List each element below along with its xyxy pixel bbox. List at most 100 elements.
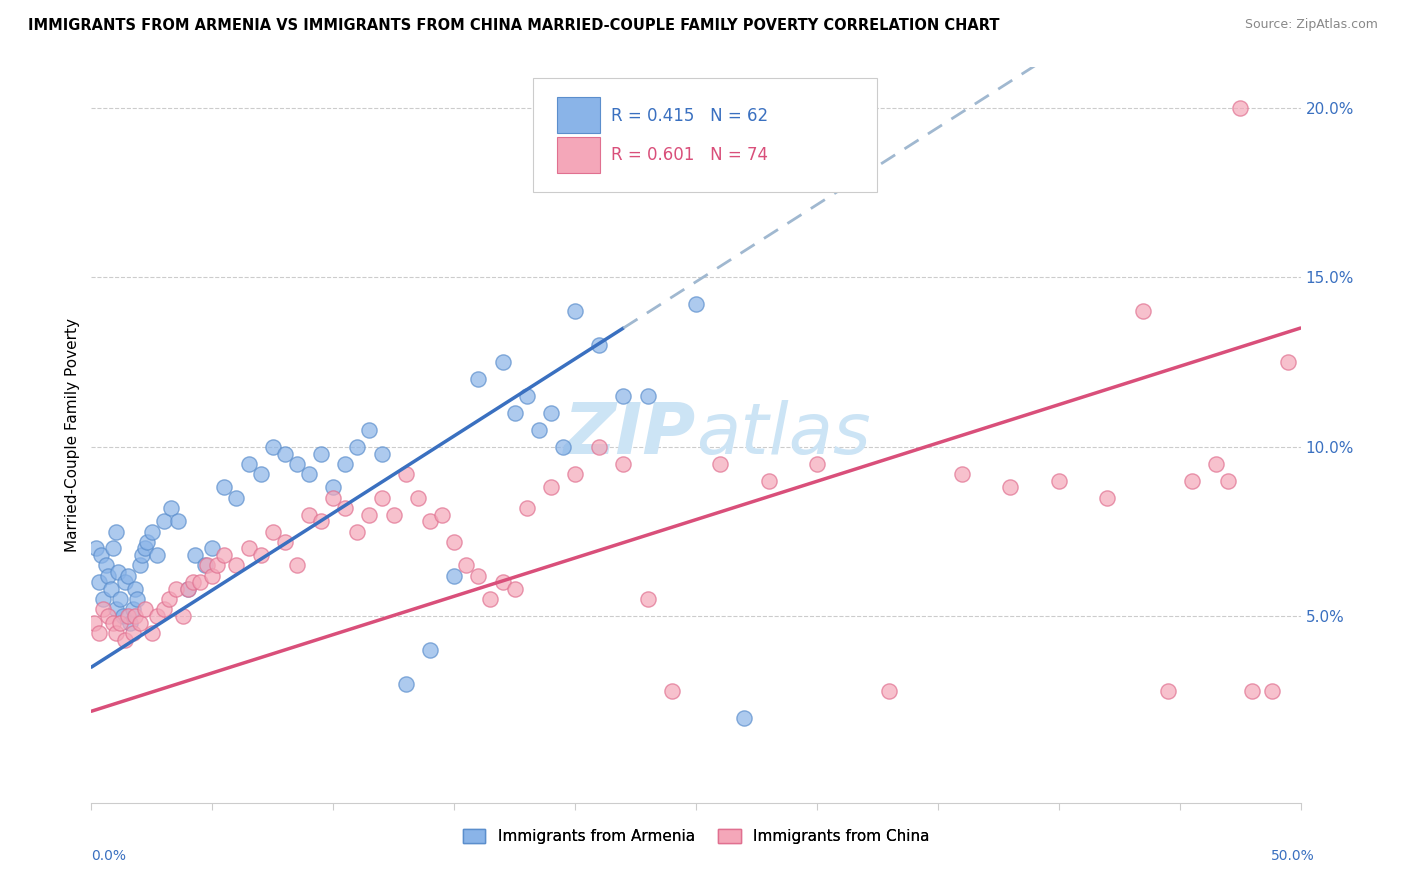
Point <box>346 440 368 454</box>
Point <box>128 558 150 573</box>
Point <box>97 568 120 582</box>
Point <box>516 500 538 515</box>
Y-axis label: Married-Couple Family Poverty: Married-Couple Family Poverty <box>65 318 80 552</box>
Point <box>188 575 211 590</box>
Point <box>205 558 228 573</box>
Point <box>298 508 321 522</box>
Point <box>758 474 780 488</box>
Point <box>346 524 368 539</box>
Point <box>503 406 526 420</box>
Point <box>1216 474 1239 488</box>
Point <box>709 457 731 471</box>
Point <box>274 534 297 549</box>
Point <box>661 684 683 698</box>
Point <box>84 541 107 556</box>
Point <box>467 568 489 582</box>
Point <box>430 508 453 522</box>
Point <box>1205 457 1227 471</box>
Point <box>370 491 392 505</box>
Point <box>419 643 441 657</box>
Point <box>491 575 513 590</box>
Point <box>134 541 156 556</box>
Point <box>1095 491 1118 505</box>
Point <box>114 633 136 648</box>
Point <box>612 457 634 471</box>
Point <box>134 602 156 616</box>
Point <box>160 500 183 515</box>
Text: ZIP: ZIP <box>564 401 696 469</box>
Point <box>104 602 127 616</box>
Point <box>1277 355 1299 369</box>
Point <box>588 338 610 352</box>
Point <box>879 684 901 698</box>
Text: Source: ZipAtlas.com: Source: ZipAtlas.com <box>1244 18 1378 31</box>
Point <box>101 616 124 631</box>
Point <box>184 548 207 562</box>
Legend: Immigrants from Armenia, Immigrants from China: Immigrants from Armenia, Immigrants from… <box>457 823 935 850</box>
Point <box>1229 101 1251 115</box>
Point <box>97 609 120 624</box>
Point <box>274 446 297 460</box>
Point <box>177 582 200 596</box>
Point <box>249 548 271 562</box>
Point <box>107 565 129 579</box>
Point <box>111 609 134 624</box>
Point <box>225 558 247 573</box>
Point <box>101 541 124 556</box>
Point <box>201 541 224 556</box>
Point <box>124 609 146 624</box>
Point <box>110 592 132 607</box>
Point <box>309 446 332 460</box>
FancyBboxPatch shape <box>533 78 877 192</box>
Point <box>395 677 418 691</box>
Point <box>181 575 204 590</box>
Point <box>214 480 236 494</box>
FancyBboxPatch shape <box>557 136 600 173</box>
Point <box>120 616 142 631</box>
Point <box>262 524 284 539</box>
FancyBboxPatch shape <box>557 97 600 133</box>
Point <box>94 558 117 573</box>
Point <box>172 609 194 624</box>
Point <box>467 372 489 386</box>
Point <box>153 602 176 616</box>
Text: R = 0.415   N = 62: R = 0.415 N = 62 <box>612 107 769 125</box>
Point <box>285 457 308 471</box>
Point <box>1181 474 1204 488</box>
Point <box>322 480 344 494</box>
Point <box>165 582 187 596</box>
Point <box>950 467 973 481</box>
Point <box>141 626 163 640</box>
Point <box>551 440 574 454</box>
Point <box>456 558 478 573</box>
Point <box>153 514 176 528</box>
Point <box>121 602 143 616</box>
Point <box>419 514 441 528</box>
Point <box>249 467 271 481</box>
Point <box>177 582 200 596</box>
Point <box>128 616 150 631</box>
Point <box>1241 684 1264 698</box>
Point <box>131 548 153 562</box>
Point <box>1047 474 1070 488</box>
Point <box>93 602 115 616</box>
Point <box>100 582 122 596</box>
Point <box>145 548 167 562</box>
Point <box>406 491 429 505</box>
Text: R = 0.601   N = 74: R = 0.601 N = 74 <box>612 146 768 164</box>
Point <box>564 304 586 318</box>
Point <box>516 389 538 403</box>
Point <box>359 508 381 522</box>
Text: IMMIGRANTS FROM ARMENIA VS IMMIGRANTS FROM CHINA MARRIED-COUPLE FAMILY POVERTY C: IMMIGRANTS FROM ARMENIA VS IMMIGRANTS FR… <box>28 18 1000 33</box>
Point <box>588 440 610 454</box>
Point <box>564 467 586 481</box>
Point <box>238 541 260 556</box>
Point <box>285 558 308 573</box>
Point <box>83 616 105 631</box>
Point <box>90 548 112 562</box>
Point <box>124 582 146 596</box>
Point <box>540 480 562 494</box>
Point <box>104 524 127 539</box>
Point <box>145 609 167 624</box>
Point <box>121 626 143 640</box>
